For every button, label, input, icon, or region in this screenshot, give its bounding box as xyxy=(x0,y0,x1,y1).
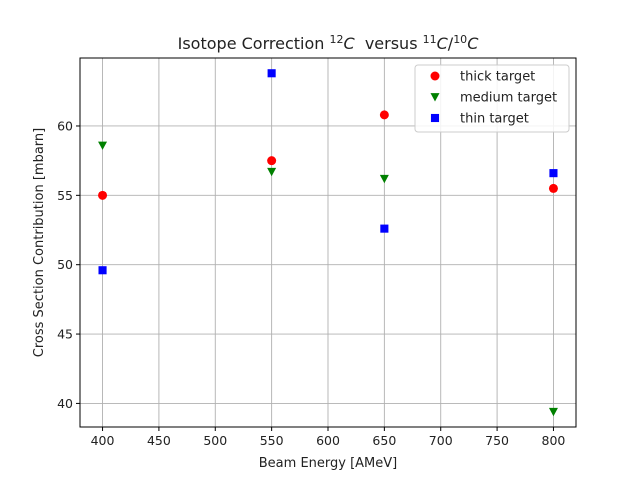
data-points xyxy=(98,69,558,417)
x-tick-label: 750 xyxy=(485,433,509,448)
data-point xyxy=(548,183,558,193)
x-tick-label: 700 xyxy=(429,433,453,448)
y-tick-label: 60 xyxy=(57,118,73,133)
plot-frame xyxy=(79,57,577,428)
y-tick-label: 40 xyxy=(57,396,73,411)
series-medium-target xyxy=(98,141,558,417)
data-point xyxy=(267,167,277,177)
data-point xyxy=(380,224,389,233)
x-axis-label: Beam Energy [AMeV] xyxy=(259,456,397,471)
x-tick-label: 650 xyxy=(372,433,396,448)
x-tick-label: 400 xyxy=(91,433,115,448)
legend-marker xyxy=(430,113,440,123)
x-axis-ticks: 400 450 500 550 600 650 700 750 800 xyxy=(91,427,566,448)
series-thin-target xyxy=(98,69,558,275)
y-tick-label: 55 xyxy=(57,188,73,203)
legend-label: medium target xyxy=(460,91,557,106)
data-point xyxy=(379,174,389,184)
x-tick-label: 550 xyxy=(260,433,284,448)
legend-marker xyxy=(430,71,440,81)
data-point xyxy=(98,141,108,150)
data-point xyxy=(267,69,276,78)
legend-label: thin target xyxy=(460,112,529,127)
x-tick-label: 450 xyxy=(147,433,171,448)
data-point xyxy=(267,156,277,166)
data-point xyxy=(379,110,389,120)
data-point xyxy=(548,407,558,417)
x-tick-label: 800 xyxy=(542,433,566,448)
data-point xyxy=(98,190,108,200)
y-tick-label: 50 xyxy=(57,257,73,272)
legend: thick target medium target thin target xyxy=(414,64,570,133)
chart-title: Isotope Correction 12C versus 11C/10C xyxy=(178,33,480,54)
legend-box xyxy=(414,64,570,133)
legend-label: thick target xyxy=(460,70,535,85)
x-tick-label: 600 xyxy=(316,433,340,448)
series-thick-target xyxy=(98,110,558,200)
y-axis-ticks: 40 45 50 55 60 xyxy=(57,118,80,411)
data-point xyxy=(98,266,107,275)
y-tick-label: 45 xyxy=(57,327,73,342)
data-point xyxy=(549,169,558,178)
y-axis-label: Cross Section Contribution [mbarn] xyxy=(32,128,47,357)
x-tick-label: 500 xyxy=(203,433,227,448)
legend-marker xyxy=(430,93,440,102)
